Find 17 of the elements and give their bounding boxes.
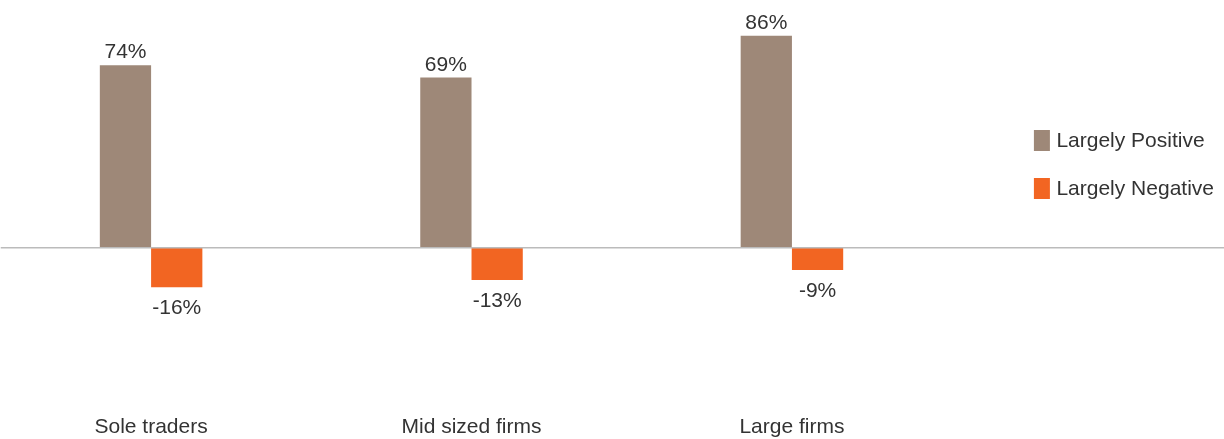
legend-label: Largely Positive bbox=[1056, 127, 1205, 152]
data-label: -9% bbox=[798, 278, 837, 302]
data-label: -16% bbox=[152, 295, 202, 319]
data-label: -13% bbox=[472, 287, 522, 311]
legend-label: Largely Negative bbox=[1056, 175, 1214, 200]
x-tick-label: Large firms bbox=[739, 413, 845, 437]
data-label: 86% bbox=[745, 9, 788, 33]
data-label: 69% bbox=[424, 51, 467, 75]
bar bbox=[740, 35, 792, 248]
x-tick-label: Sole traders bbox=[94, 413, 208, 437]
bar bbox=[420, 77, 472, 248]
bar bbox=[99, 65, 152, 248]
bar bbox=[151, 247, 203, 288]
data-label: 74% bbox=[104, 39, 147, 63]
bar bbox=[791, 247, 844, 271]
bar bbox=[471, 247, 523, 280]
x-tick-label: Mid sized firms bbox=[401, 413, 542, 437]
